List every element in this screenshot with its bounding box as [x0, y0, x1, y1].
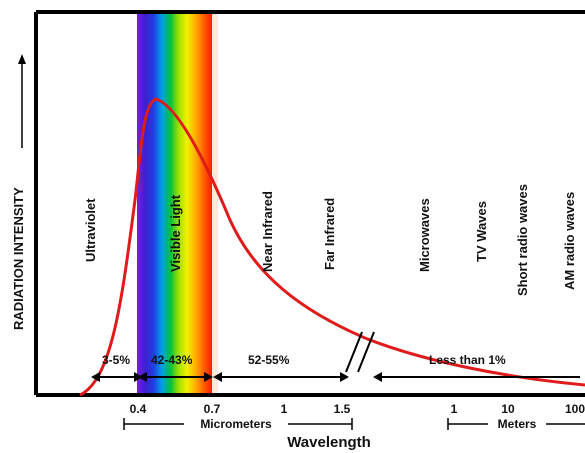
- micrometers-bracket: [123, 418, 353, 430]
- range-arrows: [91, 372, 580, 382]
- y-axis-label: RADIATION INTENSITY: [11, 187, 26, 330]
- y-axis-arrow-head: [18, 54, 26, 64]
- radiation-curve: [79, 97, 585, 397]
- tick-label-1-meter: 1: [451, 402, 458, 416]
- percent-label-ultraviolet: 3-5%: [102, 353, 130, 367]
- x-axis-label: Wavelength: [287, 434, 371, 451]
- range-arrow-ultraviolet-head-left: [91, 372, 100, 382]
- region-label-microwaves: Microwaves: [417, 198, 432, 272]
- region-label-far-infrared: Far Infrared: [322, 198, 337, 270]
- meters-bracket: [447, 418, 585, 430]
- visible-spectrum-band: [137, 12, 212, 395]
- region-label-visible-light: Visible Light: [168, 194, 183, 272]
- percent-label-radio: Less than 1%: [429, 353, 506, 367]
- region-label-near-infrared: Near Infrared: [260, 191, 275, 272]
- meters-label: Meters: [498, 417, 537, 431]
- region-label-am-radio-waves: AM radio waves: [562, 192, 577, 290]
- tick-label-1: 1: [281, 402, 288, 416]
- micrometers-label: Micrometers: [200, 417, 272, 431]
- axis-break-mark-1: [345, 331, 363, 373]
- percent-label-visible: 42-43%: [151, 353, 193, 367]
- region-label-short-radio-waves: Short radio waves: [515, 184, 530, 296]
- range-arrow-visible-head-left: [138, 372, 147, 382]
- region-label-ultraviolet: Ultraviolet: [83, 198, 98, 262]
- tick-label-10-meters: 10: [501, 402, 515, 416]
- axis-break-mark-2: [357, 331, 375, 373]
- range-arrow-radio-head-left: [373, 372, 382, 382]
- tick-label-0-7: 0.7: [204, 402, 221, 416]
- range-arrow-visible-head-right: [204, 372, 213, 382]
- tick-label-1-5: 1.5: [334, 402, 351, 416]
- tick-label-100-meters: 100: [565, 402, 585, 416]
- range-arrow-infrared-head-right: [340, 372, 349, 382]
- tick-label-0-4: 0.4: [130, 402, 147, 416]
- spectrum-glow: [212, 12, 218, 395]
- percent-label-infrared: 52-55%: [248, 353, 290, 367]
- region-label-tv-waves: TV Waves: [474, 201, 489, 262]
- range-arrow-infrared-head-left: [213, 372, 222, 382]
